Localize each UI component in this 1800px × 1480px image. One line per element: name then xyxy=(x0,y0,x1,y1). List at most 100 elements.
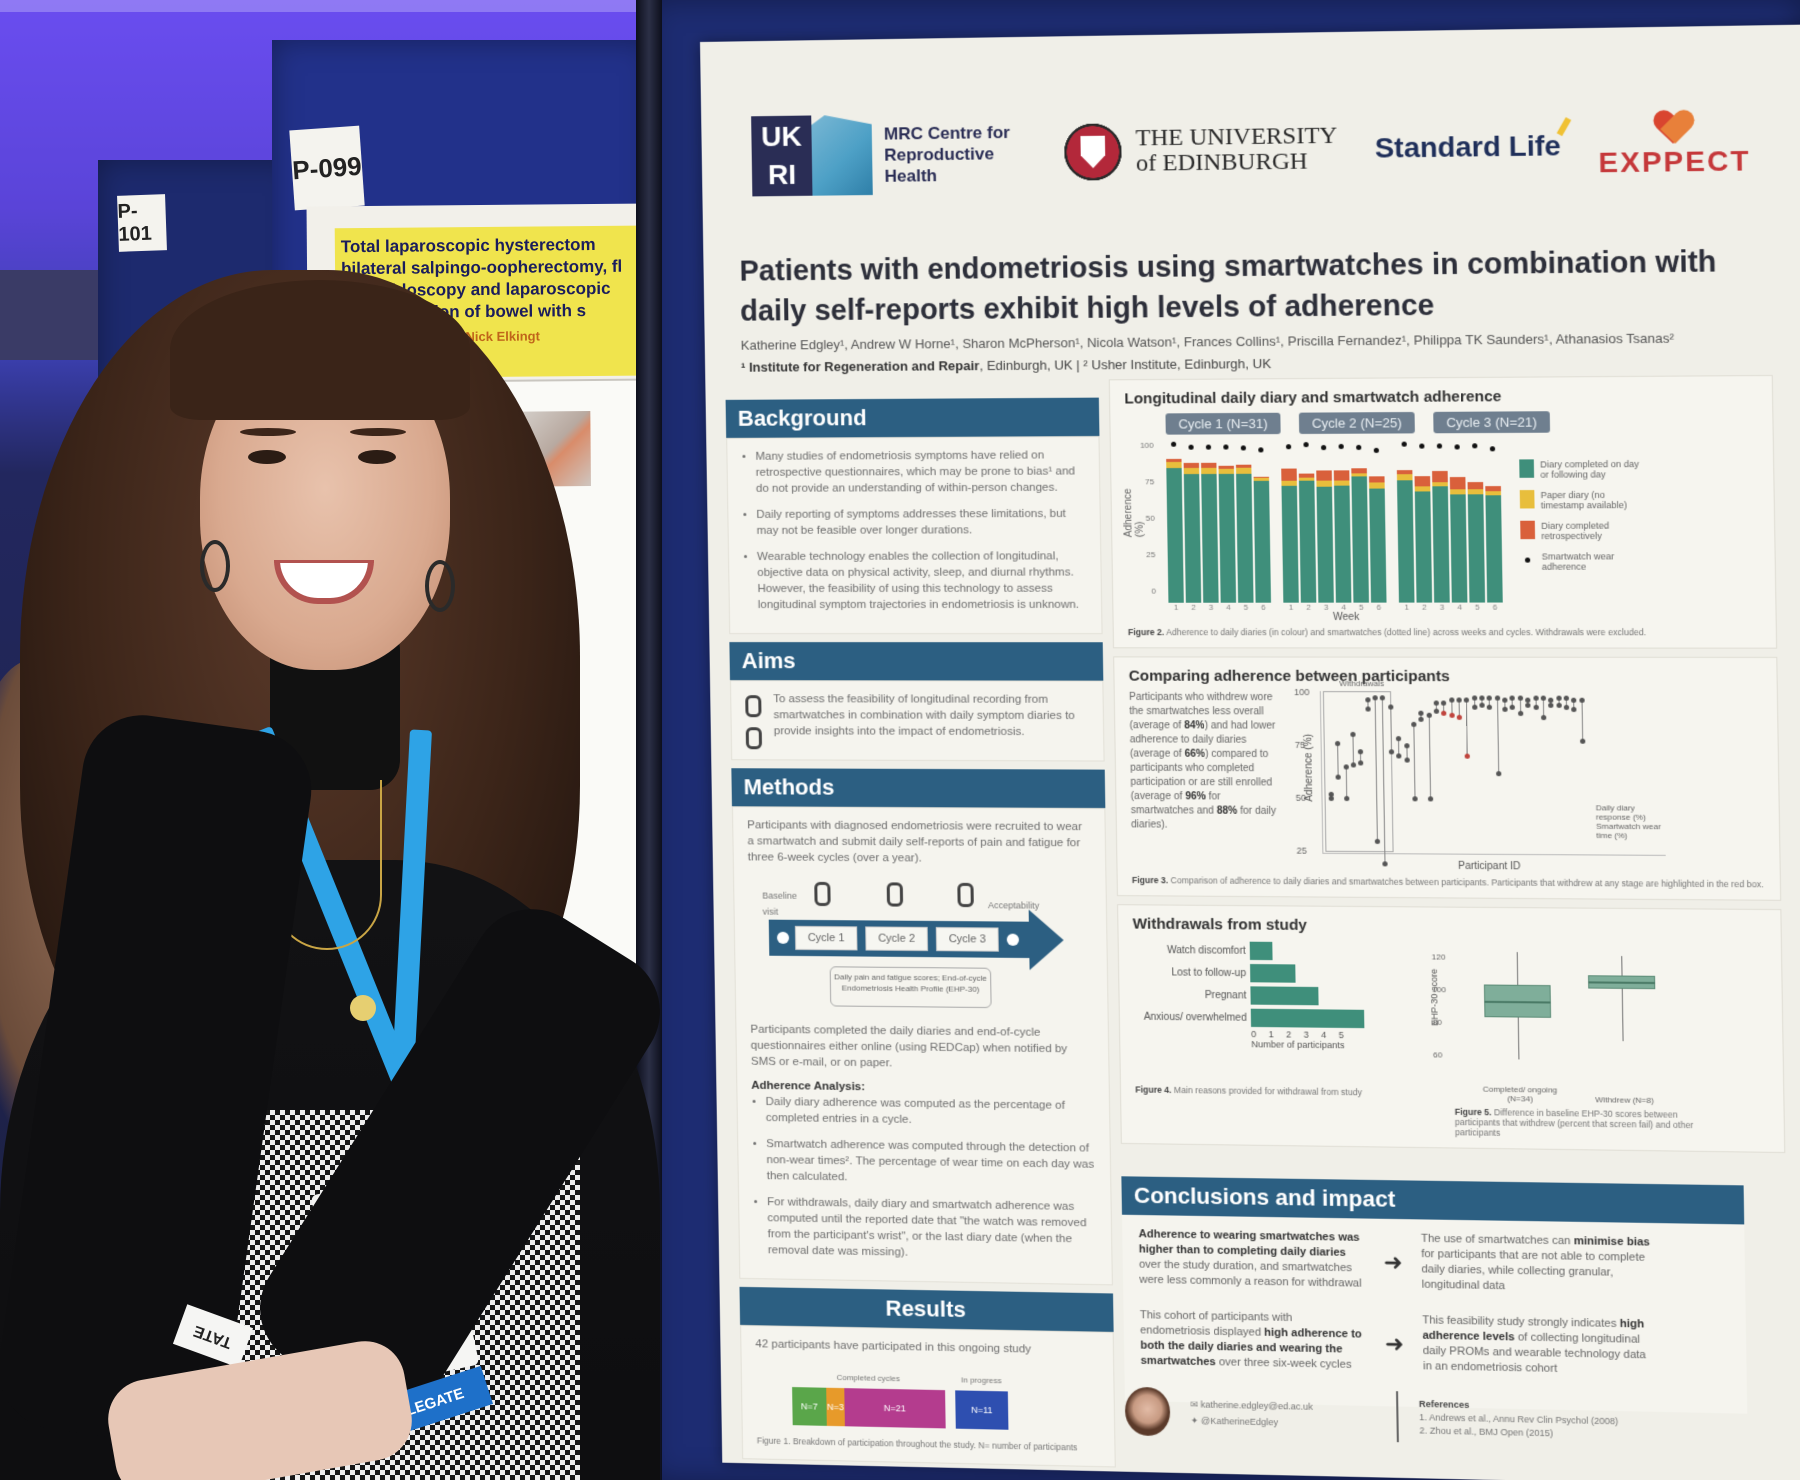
author-twitter: @KatherineEdgley xyxy=(1200,1415,1279,1428)
week-bar xyxy=(1396,441,1415,603)
footer-divider xyxy=(1396,1391,1399,1443)
hair-fringe xyxy=(170,280,470,420)
figure-4-5-panel: Withdrawals from study Watch discomfort L… xyxy=(1117,904,1786,1154)
cycle-pill: Cycle 3 (N=21) xyxy=(1433,411,1551,434)
twitter-icon: ✦ xyxy=(1190,1415,1199,1426)
data-point xyxy=(1471,704,1478,710)
data-point xyxy=(1525,702,1531,708)
research-poster: UK RI MRC Centre for Reproductive Health… xyxy=(700,24,1800,1480)
x-axis-title: Participant ID xyxy=(1458,860,1521,873)
eye xyxy=(248,450,286,464)
withdrawal-reasons-chart: Watch discomfort Lost to follow-up Pregnan… xyxy=(1133,939,1392,1084)
week-bar xyxy=(1235,445,1254,603)
y-tick: 100 xyxy=(1293,687,1310,698)
y-axis-title: Adherence (%) xyxy=(1122,488,1147,538)
participant-adherence-scatter: Withdrawals 100 75 50 25 Adherence (%) P… xyxy=(1294,679,1666,872)
data-point xyxy=(1404,757,1410,764)
data-point xyxy=(1388,749,1394,755)
data-point xyxy=(1456,715,1463,721)
timeline-arrowhead xyxy=(1028,909,1065,971)
bar-groups xyxy=(1166,439,1503,603)
cycle-pill: Cycle 1 (N=31) xyxy=(1165,412,1281,435)
y-axis: 100 75 50 25 0 Adherence (%) xyxy=(1122,441,1160,596)
figure-3-caption: Figure 3. Comparison of adherence to dai… xyxy=(1131,874,1764,890)
withdrawal-reason-row: Lost to follow-up xyxy=(1133,961,1390,986)
background-bullet: Many studies of endometriosis symptoms h… xyxy=(755,447,1085,497)
timeline-cycle: Cycle 2 xyxy=(865,926,929,952)
ukri-mrc-logo: UK RI MRC Centre for Reproductive Health xyxy=(751,113,1026,197)
data-point xyxy=(1382,860,1389,866)
data-point xyxy=(1449,712,1455,719)
edinburgh-wordmark: THE UNIVERSITY of EDINBURGH xyxy=(1135,123,1338,177)
data-point xyxy=(1418,710,1424,716)
exppect-wordmark: EXPPECT xyxy=(1598,144,1751,179)
board-number-label: P-099 xyxy=(289,125,365,211)
necklace-pendant xyxy=(350,995,376,1021)
y-tick: 25 xyxy=(1146,550,1156,560)
heart-icon xyxy=(1654,111,1694,146)
logo-bar: UK RI MRC Centre for Reproductive Health… xyxy=(751,76,1781,221)
data-point xyxy=(1571,698,1577,704)
affiliation-secondary: , Edinburgh, UK | ² Usher Institute, Edi… xyxy=(979,355,1272,374)
hoop-earring xyxy=(425,560,455,612)
data-point xyxy=(1350,762,1357,768)
data-point xyxy=(1555,695,1562,702)
week-bar xyxy=(1414,443,1433,603)
ehp30-box-plot: EHP-30 score 60 80 100 120 Completed/ ongoin… xyxy=(1428,951,1656,1106)
segment-three-cycles: N=21 xyxy=(844,1388,946,1429)
data-point xyxy=(1517,695,1523,701)
week-bar xyxy=(1253,446,1272,603)
data-point xyxy=(1509,695,1516,701)
ceiling-light xyxy=(0,0,640,12)
data-point xyxy=(1335,740,1341,746)
timeline-end-dot xyxy=(1006,933,1020,946)
data-point xyxy=(1441,700,1447,706)
data-point xyxy=(1343,764,1349,770)
methods-intro: Participants with diagnosed endometriosi… xyxy=(747,819,1083,865)
segment-one-cycle: N=3 xyxy=(826,1387,845,1427)
data-point xyxy=(1433,700,1439,706)
references-heading: References xyxy=(1418,1398,1470,1410)
methods-section: Participants with diagnosed endometriosi… xyxy=(731,806,1113,1286)
cycle-bar-group xyxy=(1166,441,1272,603)
data-point xyxy=(1502,697,1508,704)
figure-2-title: Longitudinal daily diary and smartwatch … xyxy=(1124,387,1502,408)
data-point xyxy=(1487,704,1493,710)
hoop-earring xyxy=(200,540,230,592)
smartwatch-icon xyxy=(814,881,831,907)
data-point xyxy=(1563,704,1570,710)
data-point xyxy=(1533,704,1539,710)
adherence-stacked-bar-chart: 100 75 50 25 0 Adherence (%) Diary compl… xyxy=(1122,438,1761,603)
data-point xyxy=(1548,698,1554,704)
data-point xyxy=(1494,695,1500,701)
week-bar xyxy=(1218,443,1237,603)
data-point xyxy=(1579,698,1585,704)
title-line: Total laparoscopic hysterectom xyxy=(340,234,596,257)
week-bar xyxy=(1449,444,1468,603)
smartwatch-icon xyxy=(886,882,904,907)
results-section: 42 participants have participated in thi… xyxy=(740,1324,1116,1468)
affiliation-primary: ¹ Institute for Regeneration and Repair xyxy=(740,358,980,375)
figure-2-legend: Diary completed on day or following day … xyxy=(1519,459,1647,603)
y-tick: 50 xyxy=(1145,513,1155,523)
exppect-logo: EXPPECT xyxy=(1598,110,1751,180)
board-number-label: P-101 xyxy=(117,194,167,252)
data-point xyxy=(1403,742,1410,748)
adherence-analysis-heading: Adherence Analysis: xyxy=(751,1079,866,1094)
data-point xyxy=(1441,710,1447,716)
conclusions-body: Adherence to wearing smartwatches was hi… xyxy=(1121,1214,1748,1414)
timeline-start-label: Baseline visit xyxy=(762,890,798,917)
mrc-logo-text: MRC Centre for Reproductive Health xyxy=(883,122,1011,186)
y-axis-title: Adherence (%) xyxy=(1302,733,1316,802)
data-point xyxy=(1556,702,1562,708)
data-point xyxy=(1479,695,1485,701)
data-point xyxy=(1387,704,1394,710)
author-avatar xyxy=(1124,1386,1171,1437)
data-point xyxy=(1464,697,1470,704)
data-point xyxy=(1548,702,1554,708)
data-point xyxy=(1517,710,1524,717)
aims-section: To assess the feasibility of longitudina… xyxy=(729,680,1105,762)
data-point xyxy=(1486,695,1493,701)
y-tick: 0 xyxy=(1151,586,1157,596)
